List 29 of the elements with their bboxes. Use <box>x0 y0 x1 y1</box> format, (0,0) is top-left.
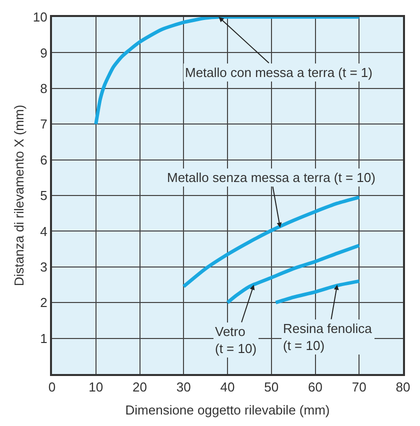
annotation: Metallo senza messa a terra (t = 10) <box>167 170 376 185</box>
annotation: Metallo con messa a terra (t = 1) <box>185 65 372 80</box>
line-series <box>182 196 361 288</box>
x-tick-label: 20 <box>132 380 147 395</box>
line-series <box>94 17 361 126</box>
x-tick-label: 0 <box>48 380 56 395</box>
y-tick-label: 5 <box>40 188 48 204</box>
x-tick-label: 10 <box>88 380 104 395</box>
y-tick-label: 6 <box>40 152 48 168</box>
x-axis-title: Dimensione oggetto rilevabile (mm) <box>125 402 330 418</box>
y-axis-title: Distanza di rilevamento X (mm) <box>11 104 26 286</box>
x-tick-label: 70 <box>352 380 366 395</box>
y-tick-label: 2 <box>40 295 48 310</box>
y-tick-label: 7 <box>40 116 48 132</box>
y-tick-label: 3 <box>40 259 48 274</box>
y-tick-label: 9 <box>40 45 48 60</box>
y-tick-label: 4 <box>40 224 48 239</box>
x-tick-label: 80 <box>396 380 410 395</box>
annotation: Resina fenolica (t = 10) <box>283 321 373 353</box>
x-tick-label: 40 <box>220 380 235 395</box>
line-series <box>274 279 361 304</box>
x-tick-label: 60 <box>308 380 322 395</box>
x-tick-label: 30 <box>176 380 191 395</box>
x-tick-label: 50 <box>264 380 279 395</box>
y-tick-label: 1 <box>40 330 48 346</box>
line-series <box>226 244 361 304</box>
y-tick-label: 10 <box>32 10 48 25</box>
y-tick-label: 8 <box>40 80 48 96</box>
annotation: Vetro (t = 10) <box>215 324 257 356</box>
